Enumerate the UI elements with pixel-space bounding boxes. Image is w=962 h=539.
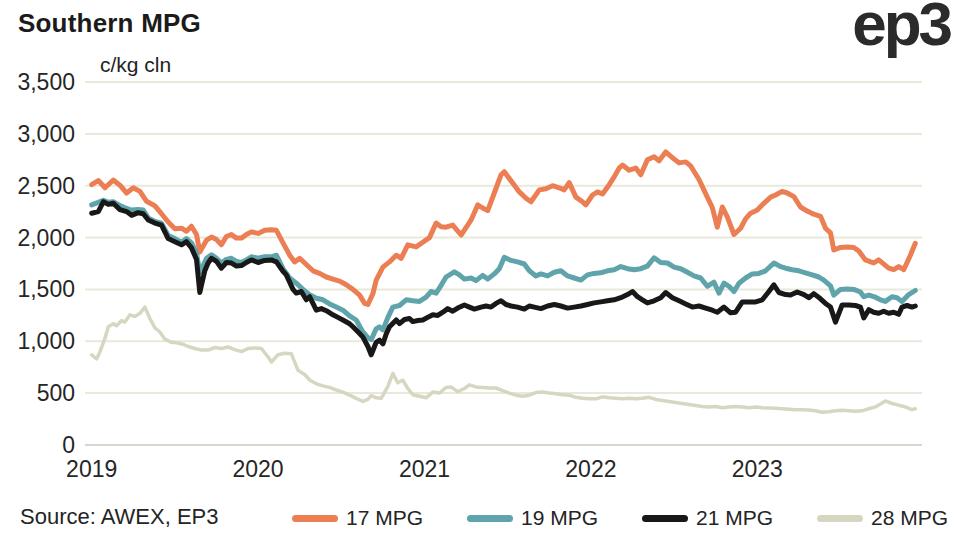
source-note: Source: AWEX, EP3 (20, 504, 219, 530)
legend-label-21-mpg: 21 MPG (696, 506, 773, 530)
x-tick-label: 2019 (66, 456, 117, 482)
chart-footer: Source: AWEX, EP3 17 MPG 19 MPG 21 MPG 28 M… (0, 500, 962, 536)
legend-swatch-21-mpg (642, 515, 688, 522)
y-tick-label: 2,000 (17, 225, 75, 251)
legend-item-19-mpg: 19 MPG (467, 506, 598, 530)
y-tick-label: 1,000 (17, 328, 75, 354)
series-line-21-mpg (92, 202, 916, 355)
x-tick-label: 2021 (399, 456, 450, 482)
series-line-28-mpg (92, 307, 916, 412)
series-line-19-mpg (92, 200, 916, 340)
chart-legend: 17 MPG 19 MPG 21 MPG 28 MPG (292, 500, 948, 536)
y-tick-label: 0 (62, 432, 75, 458)
x-tick-label: 2020 (233, 456, 284, 482)
y-tick-label: 1,500 (17, 276, 75, 302)
legend-label-28-mpg: 28 MPG (871, 506, 948, 530)
y-tick-label: 3,500 (17, 69, 75, 95)
legend-swatch-28-mpg (817, 515, 863, 522)
legend-swatch-19-mpg (467, 515, 513, 522)
legend-label-19-mpg: 19 MPG (521, 506, 598, 530)
y-tick-label: 3,000 (17, 121, 75, 147)
legend-swatch-17-mpg (292, 515, 338, 522)
y-tick-label: 2,500 (17, 173, 75, 199)
legend-item-17-mpg: 17 MPG (292, 506, 423, 530)
y-tick-label: 500 (37, 380, 75, 406)
legend-item-21-mpg: 21 MPG (642, 506, 773, 530)
line-chart: 0 500 1,000 1,500 2,000 2,500 3,000 3,500 2019 20… (0, 0, 962, 539)
legend-item-28-mpg: 28 MPG (817, 506, 948, 530)
series-line-17-mpg (92, 152, 916, 305)
x-tick-label: 2022 (565, 456, 616, 482)
legend-label-17-mpg: 17 MPG (346, 506, 423, 530)
x-tick-label: 2023 (732, 456, 783, 482)
